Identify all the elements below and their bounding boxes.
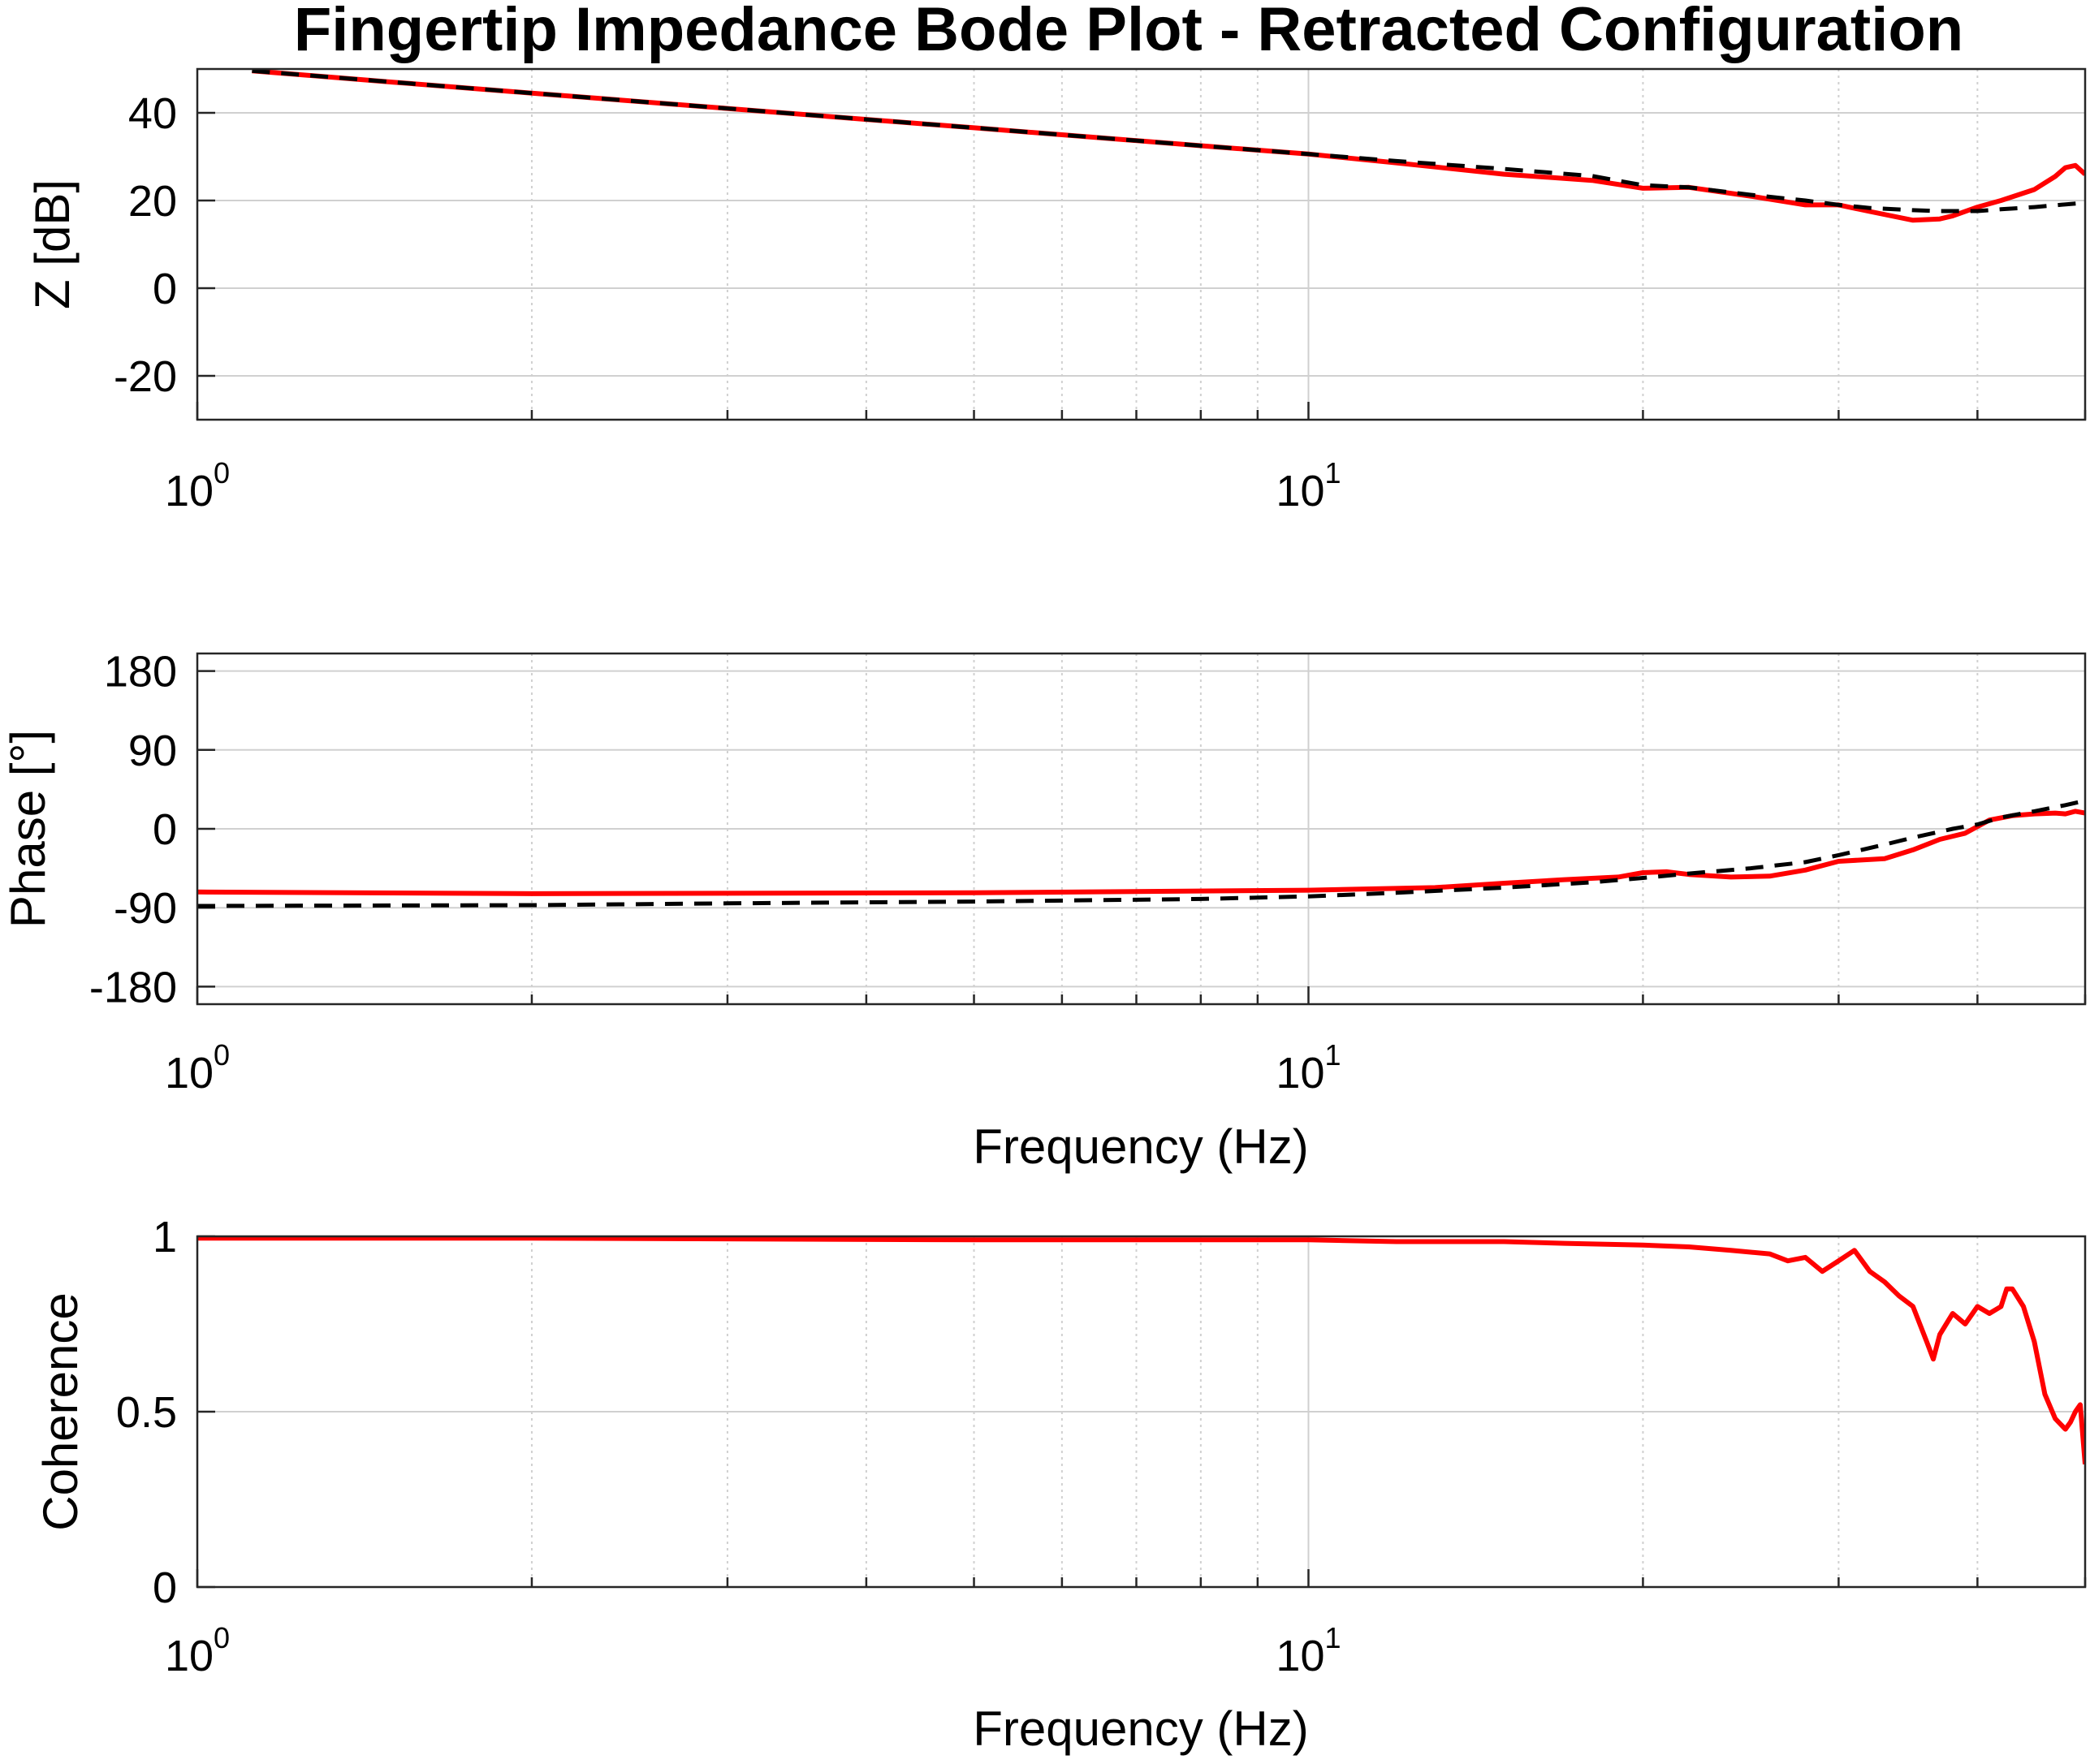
y-tick-label: 0 — [153, 805, 177, 854]
x-axis-label: Frequency (Hz) — [973, 1701, 1308, 1756]
y-tick-label: 40 — [128, 89, 177, 138]
x-tick-exponent: 1 — [1324, 1621, 1341, 1654]
x-tick-label: 100 — [165, 456, 230, 515]
x-tick-exponent: 1 — [1324, 456, 1341, 490]
x-tick-exponent: 0 — [214, 456, 230, 490]
series-line-0 — [197, 809, 2085, 896]
series-line-0 — [197, 1236, 2085, 1465]
y-tick-label: 180 — [104, 648, 177, 697]
x-tick-label: 101 — [1276, 1038, 1341, 1098]
y-tick-label: 0 — [153, 1563, 177, 1612]
x-axis-label: Frequency (Hz) — [973, 1119, 1308, 1174]
x-tick-exponent: 0 — [214, 1621, 230, 1654]
y-tick-label: 1 — [153, 1213, 177, 1262]
y-tick-label: -90 — [114, 884, 177, 933]
axes-frame — [196, 1235, 2087, 1589]
x-tick-base: 10 — [165, 467, 214, 515]
x-tick-base: 10 — [165, 1049, 214, 1098]
y-tick-label: -20 — [114, 352, 177, 401]
y-axis-label: Coherence — [33, 1292, 88, 1531]
x-tick-exponent: 0 — [214, 1038, 230, 1072]
x-tick-label: 101 — [1276, 1621, 1341, 1680]
y-tick-label: 0.5 — [116, 1388, 177, 1437]
x-tick-label: 101 — [1276, 456, 1341, 515]
y-tick-label: 90 — [128, 727, 177, 775]
chart-title: Fingertip Impedance Bode Plot - Retracte… — [294, 0, 1963, 64]
x-tick-base: 10 — [1276, 1632, 1324, 1680]
x-tick-base: 10 — [1276, 1049, 1324, 1098]
y-axis-label: Phase [°] — [1, 730, 55, 928]
series-line-1 — [197, 798, 2085, 908]
series-line-1 — [252, 69, 2085, 213]
x-tick-label: 100 — [165, 1621, 230, 1680]
y-axis-label: Z [dB] — [25, 179, 80, 309]
y-tick-label: 20 — [128, 177, 177, 226]
axes-frame — [196, 67, 2087, 421]
y-tick-label: 0 — [153, 265, 177, 313]
axes-frame — [196, 652, 2087, 1006]
x-tick-base: 10 — [1276, 467, 1324, 515]
x-tick-label: 100 — [165, 1038, 230, 1098]
x-tick-exponent: 1 — [1324, 1038, 1341, 1072]
x-tick-base: 10 — [165, 1632, 214, 1680]
y-tick-label: -180 — [89, 963, 177, 1011]
